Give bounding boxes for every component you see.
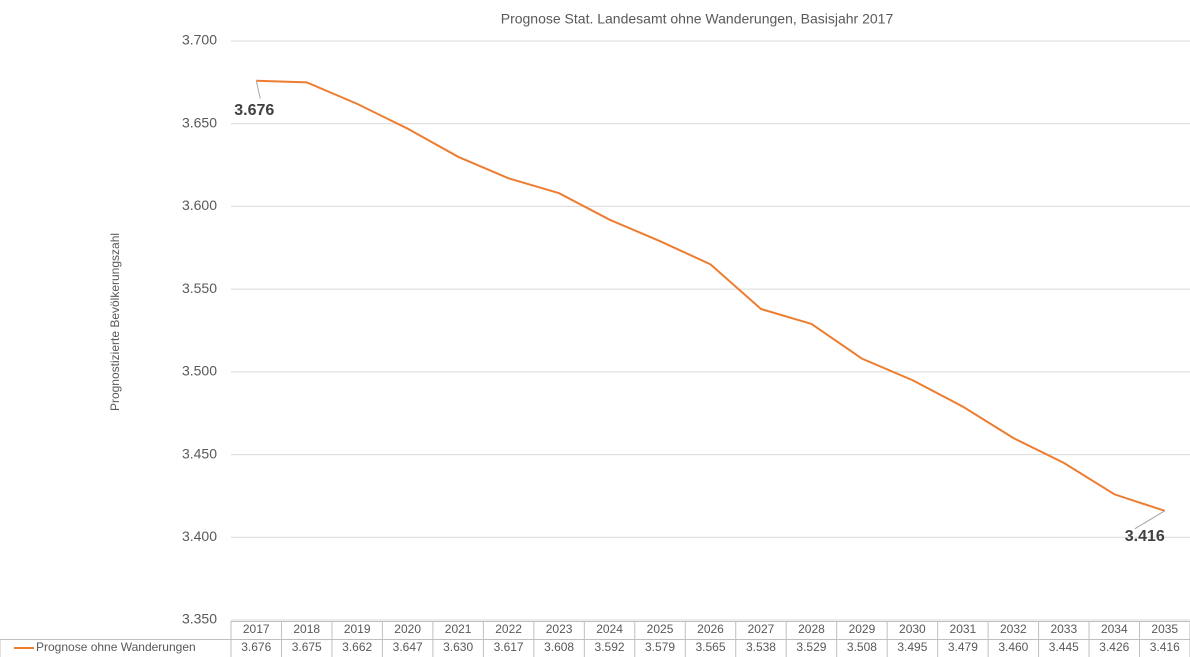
table-value: 3.647 <box>393 640 423 654</box>
x-tick-label: 2019 <box>344 622 371 636</box>
data-label: 3.676 <box>234 102 274 119</box>
series-line <box>256 79 1166 512</box>
table-value: 3.608 <box>544 640 574 654</box>
x-tick-label: 2023 <box>546 622 573 636</box>
y-tick-label: 3.500 <box>182 363 217 379</box>
x-tick-label: 2028 <box>798 622 825 636</box>
table-value: 3.592 <box>595 640 625 654</box>
x-tick-label: 2033 <box>1050 622 1077 636</box>
chart-title: Prognose Stat. Landesamt ohne Wanderunge… <box>501 11 894 27</box>
table-value: 3.617 <box>494 640 524 654</box>
x-tick-label: 2029 <box>849 622 876 636</box>
x-tick-label: 2025 <box>647 622 674 636</box>
table-value: 3.579 <box>645 640 675 654</box>
table-value: 3.676 <box>241 640 271 654</box>
table-value: 3.508 <box>847 640 877 654</box>
table-value: 3.662 <box>342 640 372 654</box>
x-tick-label: 2032 <box>1000 622 1027 636</box>
legend-label: Prognose ohne Wanderungen <box>36 640 196 654</box>
y-tick-label: 3.350 <box>182 611 217 627</box>
table-value: 3.675 <box>292 640 322 654</box>
x-tick-label: 2027 <box>748 622 775 636</box>
y-tick-label: 3.600 <box>182 197 217 213</box>
leader-line <box>1134 510 1166 530</box>
y-tick-label: 3.400 <box>182 528 217 544</box>
table-value: 3.479 <box>948 640 978 654</box>
table-value: 3.565 <box>695 640 725 654</box>
y-tick-label: 3.700 <box>182 32 217 48</box>
table-value: 3.529 <box>796 640 826 654</box>
table-value: 3.538 <box>746 640 776 654</box>
table-value: 3.426 <box>1099 640 1129 654</box>
x-tick-label: 2018 <box>293 622 320 636</box>
x-tick-label: 2017 <box>243 622 270 636</box>
y-tick-label: 3.450 <box>182 445 217 461</box>
y-tick-label: 3.550 <box>182 280 217 296</box>
table-value: 3.460 <box>998 640 1028 654</box>
x-tick-label: 2035 <box>1151 622 1178 636</box>
x-tick-label: 2024 <box>596 622 623 636</box>
x-tick-label: 2021 <box>445 622 472 636</box>
y-axis-title: Prognostizierte Bevölkerungszahl <box>108 233 122 411</box>
table-value: 3.630 <box>443 640 473 654</box>
x-tick-label: 2034 <box>1101 622 1128 636</box>
x-tick-label: 2026 <box>697 622 724 636</box>
x-tick-label: 2030 <box>899 622 926 636</box>
table-value: 3.445 <box>1049 640 1079 654</box>
x-tick-label: 2031 <box>950 622 977 636</box>
data-label: 3.416 <box>1125 528 1165 545</box>
x-tick-label: 2022 <box>495 622 522 636</box>
leader-line <box>255 80 261 99</box>
y-tick-label: 3.650 <box>182 114 217 130</box>
table-value: 3.416 <box>1150 640 1180 654</box>
x-tick-label: 2020 <box>394 622 421 636</box>
table-value: 3.495 <box>897 640 927 654</box>
